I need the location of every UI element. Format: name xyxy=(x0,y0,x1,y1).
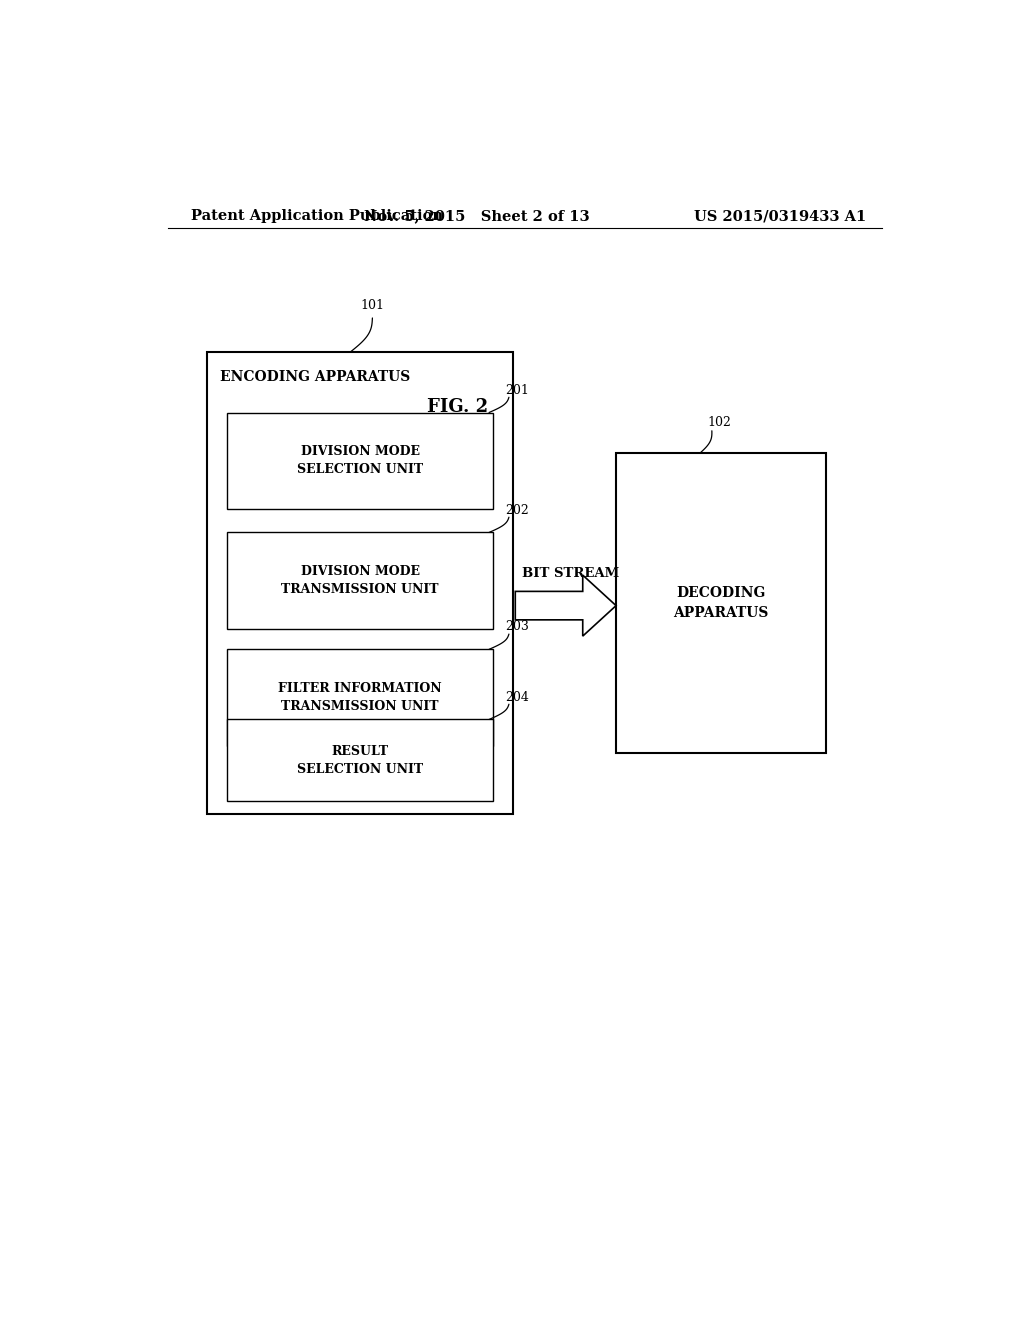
Text: ENCODING APPARATUS: ENCODING APPARATUS xyxy=(220,370,411,384)
Bar xyxy=(227,412,494,510)
Text: 101: 101 xyxy=(360,300,384,313)
Bar xyxy=(227,649,494,746)
Bar xyxy=(227,719,494,801)
Text: DIVISION MODE
TRANSMISSION UNIT: DIVISION MODE TRANSMISSION UNIT xyxy=(282,565,439,597)
Text: Nov. 5, 2015   Sheet 2 of 13: Nov. 5, 2015 Sheet 2 of 13 xyxy=(365,210,590,223)
Text: DECODING
APPARATUS: DECODING APPARATUS xyxy=(674,586,769,620)
Text: 204: 204 xyxy=(505,690,528,704)
Text: 201: 201 xyxy=(505,384,528,396)
Text: FIG. 2: FIG. 2 xyxy=(427,399,487,416)
Text: DIVISION MODE
SELECTION UNIT: DIVISION MODE SELECTION UNIT xyxy=(297,445,423,477)
Text: 102: 102 xyxy=(708,416,732,429)
Bar xyxy=(207,351,513,814)
Text: RESULT
SELECTION UNIT: RESULT SELECTION UNIT xyxy=(297,744,423,776)
Polygon shape xyxy=(515,576,616,636)
Bar xyxy=(227,532,494,630)
Text: BIT STREAM: BIT STREAM xyxy=(521,566,618,579)
Text: FILTER INFORMATION
TRANSMISSION UNIT: FILTER INFORMATION TRANSMISSION UNIT xyxy=(279,682,442,713)
Text: 202: 202 xyxy=(505,503,528,516)
Text: 203: 203 xyxy=(505,620,528,634)
Text: Patent Application Publication: Patent Application Publication xyxy=(191,210,443,223)
Text: US 2015/0319433 A1: US 2015/0319433 A1 xyxy=(694,210,866,223)
Bar xyxy=(616,453,826,752)
